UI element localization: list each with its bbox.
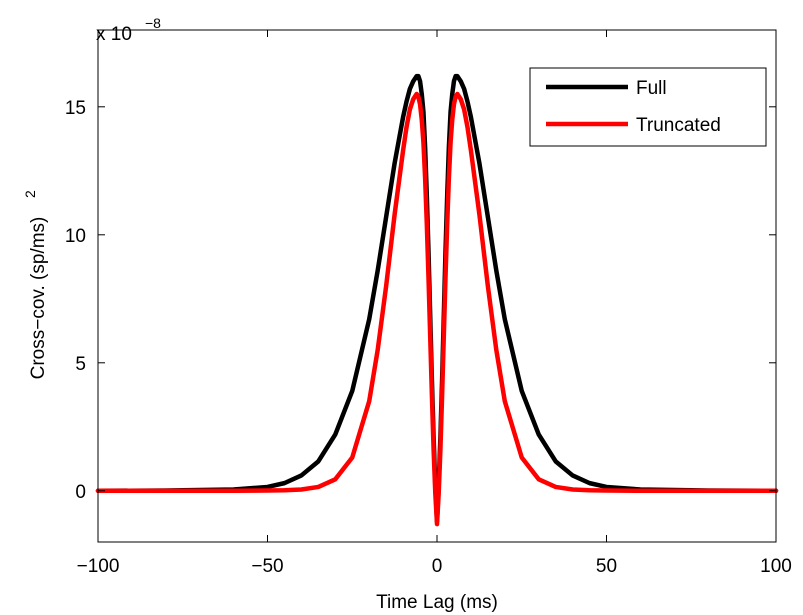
y-tick-label: 15 [65,98,86,119]
x-tick-label: 50 [596,556,617,577]
legend-label-full: Full [636,78,667,99]
y-multiplier-exponent: −8 [145,15,161,31]
x-tick-label: 0 [432,556,443,577]
x-tick-label: −100 [77,556,120,577]
x-tick-label: −50 [251,556,283,577]
x-tick-label: 100 [760,556,792,577]
y-axis-label: Cross−cov. (sp/ms) [28,217,49,380]
series-line-truncated [95,91,779,527]
axis-ticks: −100 −50 0 50 100 0 5 10 15 [65,30,792,577]
y-tick-label: 10 [65,226,86,247]
y-tick-label: 5 [75,354,86,375]
legend-label-truncated: Truncated [636,115,721,136]
legend: Full Truncated [529,67,767,147]
y-axis-label-superscript: 2 [22,190,38,198]
y-tick-label: 0 [75,482,86,503]
y-axis-label-group: Cross−cov. (sp/ms) 2 [22,190,49,379]
series-lines [95,73,779,527]
y-multiplier-base: x 10 [96,24,132,45]
x-axis-label: Time Lag (ms) [376,592,498,613]
legend-box [529,67,767,147]
